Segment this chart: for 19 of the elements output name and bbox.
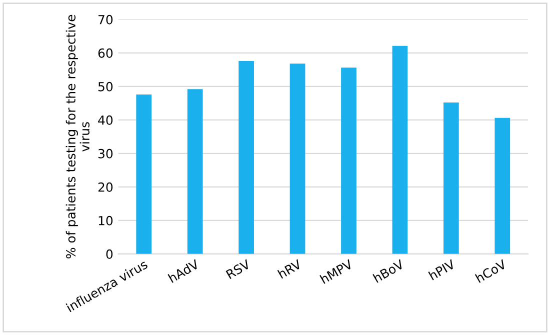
y-tick-label: 30 (98, 148, 113, 158)
y-tick-label: 20 (98, 182, 113, 192)
y-tick-label: 60 (98, 48, 113, 58)
bar (392, 46, 408, 254)
y-axis-title: % of patients testing for the respective virus (66, 14, 90, 258)
bar (238, 60, 254, 254)
y-tick-label: 10 (98, 216, 113, 226)
x-tick-label: RSV (226, 259, 252, 280)
bar (341, 68, 356, 254)
bar (187, 89, 203, 254)
bar (494, 118, 510, 254)
bar (443, 102, 459, 254)
y-tick-label: 0 (106, 249, 113, 259)
y-tick-label: 50 (98, 82, 113, 92)
y-tick-label: 40 (98, 115, 113, 125)
x-tick-label: hRV (277, 258, 302, 279)
bar (290, 64, 306, 254)
bar (136, 94, 152, 254)
y-tick-label: 70 (98, 14, 113, 24)
